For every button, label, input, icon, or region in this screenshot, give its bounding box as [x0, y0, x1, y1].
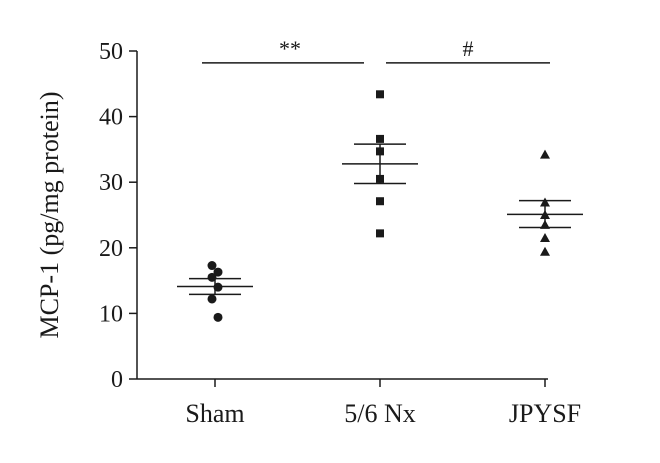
- x-tick-label: 5/6 Nx: [344, 399, 416, 428]
- data-point-triangle: [540, 219, 550, 229]
- significance-annotations: ** #: [202, 36, 550, 64]
- y-tick-label: 40: [99, 105, 123, 131]
- x-tick-label: JPYSF: [509, 399, 581, 428]
- data-point-circle: [207, 294, 217, 304]
- data-point-triangle: [540, 149, 550, 159]
- data-point-triangle: [540, 210, 550, 219]
- data-point-triangle: [540, 232, 550, 242]
- data-point-square: [376, 147, 384, 156]
- y-tick-label: 10: [99, 301, 123, 327]
- significance-label: #: [463, 36, 474, 61]
- y-tick-label: 50: [99, 39, 123, 65]
- y-tick-label: 20: [99, 236, 123, 262]
- significance-label: **: [279, 36, 301, 61]
- data-point-square: [376, 174, 384, 183]
- data-point-circle: [207, 272, 217, 282]
- data-point-square: [376, 229, 384, 238]
- y-tick-label: 30: [99, 170, 123, 196]
- x-tick-label: Sham: [185, 399, 244, 428]
- data-point-triangle: [540, 197, 550, 207]
- data-point-square: [376, 197, 384, 206]
- data-point-circle: [213, 312, 223, 322]
- data-point-circle: [213, 282, 223, 292]
- data-point-square: [376, 90, 384, 99]
- data-marks: [177, 90, 583, 322]
- axes: 0 10 20 30 40 50 Sham 5/6 Nx JPYSF: [99, 39, 581, 428]
- data-point-triangle: [540, 246, 550, 256]
- y-axis-label: MCP-1 (pg/mg protein): [35, 92, 64, 339]
- data-point-circle: [207, 261, 217, 271]
- data-point-circle: [213, 267, 223, 277]
- data-point-square: [376, 134, 384, 143]
- y-tick-label: 0: [111, 367, 123, 393]
